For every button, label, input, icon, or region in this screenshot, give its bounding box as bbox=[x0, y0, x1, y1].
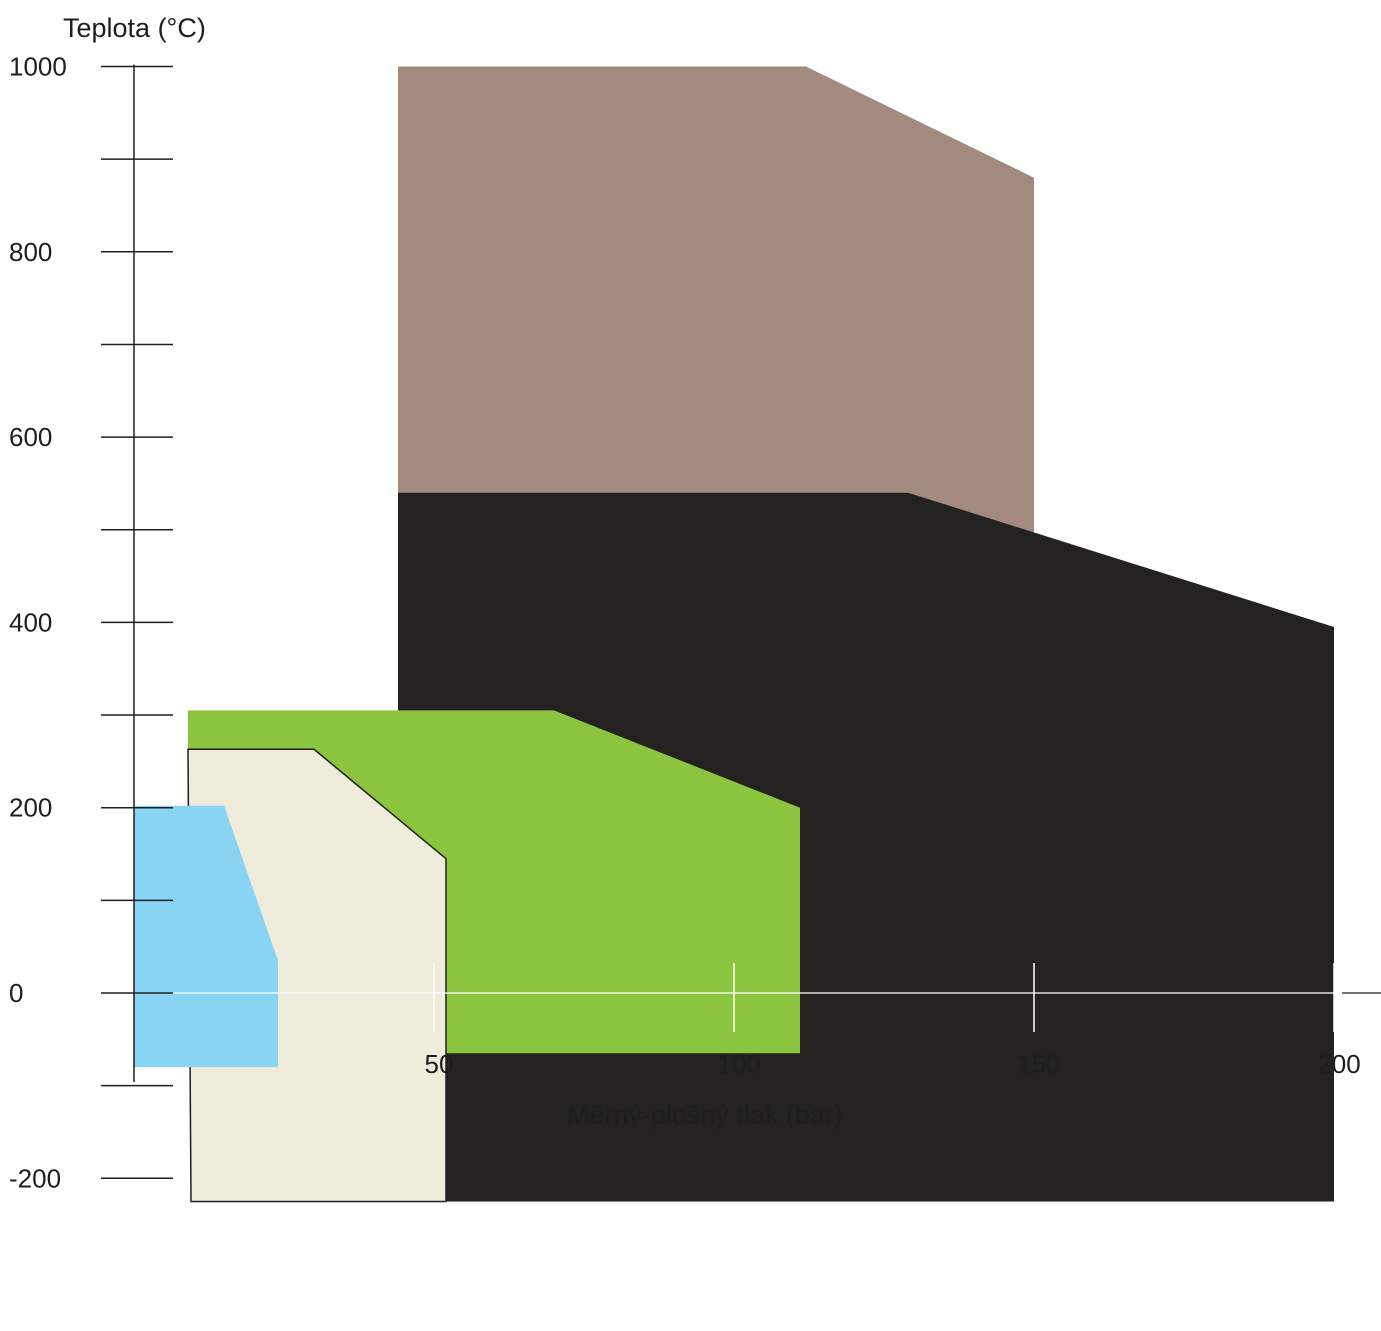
y-tick-label-400: 400 bbox=[9, 607, 52, 637]
y-tick-label-1000: 1000 bbox=[9, 52, 67, 82]
x-tick-label-200: 200 bbox=[1317, 1049, 1360, 1079]
y-tick-label--200: -200 bbox=[9, 1163, 61, 1193]
region-layer bbox=[134, 66, 1334, 1203]
region-5 bbox=[134, 805, 278, 1068]
x-tick-label-50: 50 bbox=[425, 1049, 454, 1079]
x-tick-label-100: 100 bbox=[717, 1049, 760, 1079]
region-4 bbox=[187, 748, 447, 1203]
y-tick-label-200: 200 bbox=[9, 793, 52, 823]
label-layer: -200 0 200 400 600 800 1000 50 100 150 200 bbox=[9, 52, 1361, 1194]
x-axis-title: Měrný-plošný tlak (bar) bbox=[567, 1100, 843, 1130]
y-tick-label-600: 600 bbox=[9, 422, 52, 452]
axes-layer bbox=[101, 64, 1381, 1180]
region-1 bbox=[398, 66, 1034, 535]
y-axis-title: Teplota (°C) bbox=[63, 13, 206, 43]
x-tick-label-150: 150 bbox=[1017, 1049, 1060, 1079]
y-tick-label-0: 0 bbox=[9, 978, 23, 1008]
y-tick-label-800: 800 bbox=[9, 237, 52, 267]
